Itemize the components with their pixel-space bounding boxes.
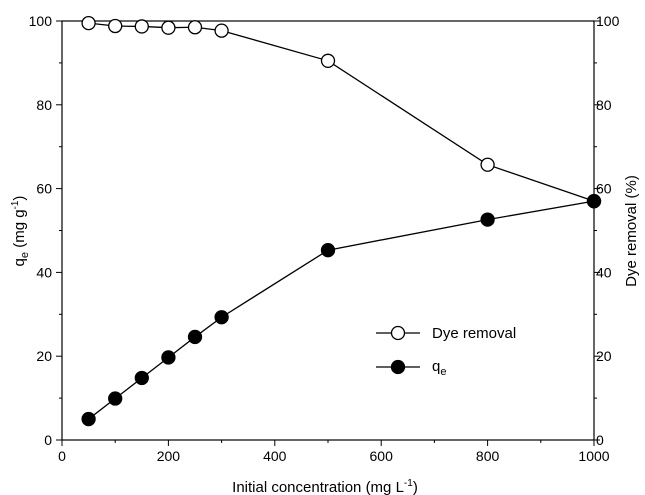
x-tick-label: 200	[157, 448, 181, 464]
y-left-axis-title: qe (mg g-1)	[10, 196, 31, 267]
y-left-tick-label: 80	[36, 97, 52, 113]
y-left-tick-label: 20	[36, 348, 52, 364]
series-line-qe	[88, 200, 595, 420]
data-point-qe	[108, 391, 123, 406]
axes: 0 200 400 600 800 100002040608010002040608010…	[29, 13, 620, 464]
y-left-tick-label: 0	[44, 432, 52, 448]
data-point-qe	[586, 194, 602, 209]
y-left-tick-label: 100	[29, 13, 53, 29]
data-point-dye-removal	[480, 157, 495, 172]
y-right-axis-title: Dye removal (%)	[623, 175, 640, 287]
data-point-dye-removal	[161, 20, 176, 35]
y-right-tick-label: 80	[596, 97, 612, 113]
legend-label-dye-removal: Dye removal	[432, 325, 516, 342]
data-point-qe	[134, 370, 149, 386]
data-point-qe	[161, 350, 176, 365]
legend: Dye removal qe	[376, 325, 516, 378]
x-tick-label: 400	[263, 448, 287, 464]
x-tick-label: 1000	[578, 448, 609, 464]
y-right-tick-label: 0	[596, 432, 604, 448]
x-tick-label: 0	[58, 448, 66, 464]
y-right-tick-label: 60	[596, 181, 612, 197]
legend-label-qe: qe	[432, 358, 446, 378]
data-point-qe	[187, 329, 203, 345]
data-point-dye-removal	[214, 23, 229, 38]
y-right-tick-label: 100	[596, 13, 620, 29]
series-layer	[81, 15, 602, 427]
data-point-dye-removal	[320, 53, 336, 68]
data-point-dye-removal	[108, 18, 123, 34]
legend-marker-dye-removal	[390, 325, 406, 341]
y-right-tick-label: 20	[596, 348, 612, 364]
x-tick-label: 600	[370, 448, 394, 464]
data-point-qe	[214, 310, 229, 325]
data-point-dye-removal	[81, 15, 96, 31]
x-axis-title: Initial concentration (mg L-1)	[232, 478, 418, 495]
x-tick-label: 800	[476, 448, 500, 464]
data-point-qe	[480, 212, 495, 227]
y-right-tick-label: 40	[596, 264, 612, 280]
y-left-tick-label: 60	[36, 181, 52, 197]
legend-marker-qe	[390, 359, 406, 375]
data-point-dye-removal	[187, 20, 203, 35]
y-left-tick-label: 40	[36, 264, 52, 280]
data-point-dye-removal	[134, 19, 149, 34]
series-line-dye-removal	[88, 22, 595, 202]
data-point-qe	[81, 411, 96, 427]
data-point-qe	[320, 243, 336, 258]
